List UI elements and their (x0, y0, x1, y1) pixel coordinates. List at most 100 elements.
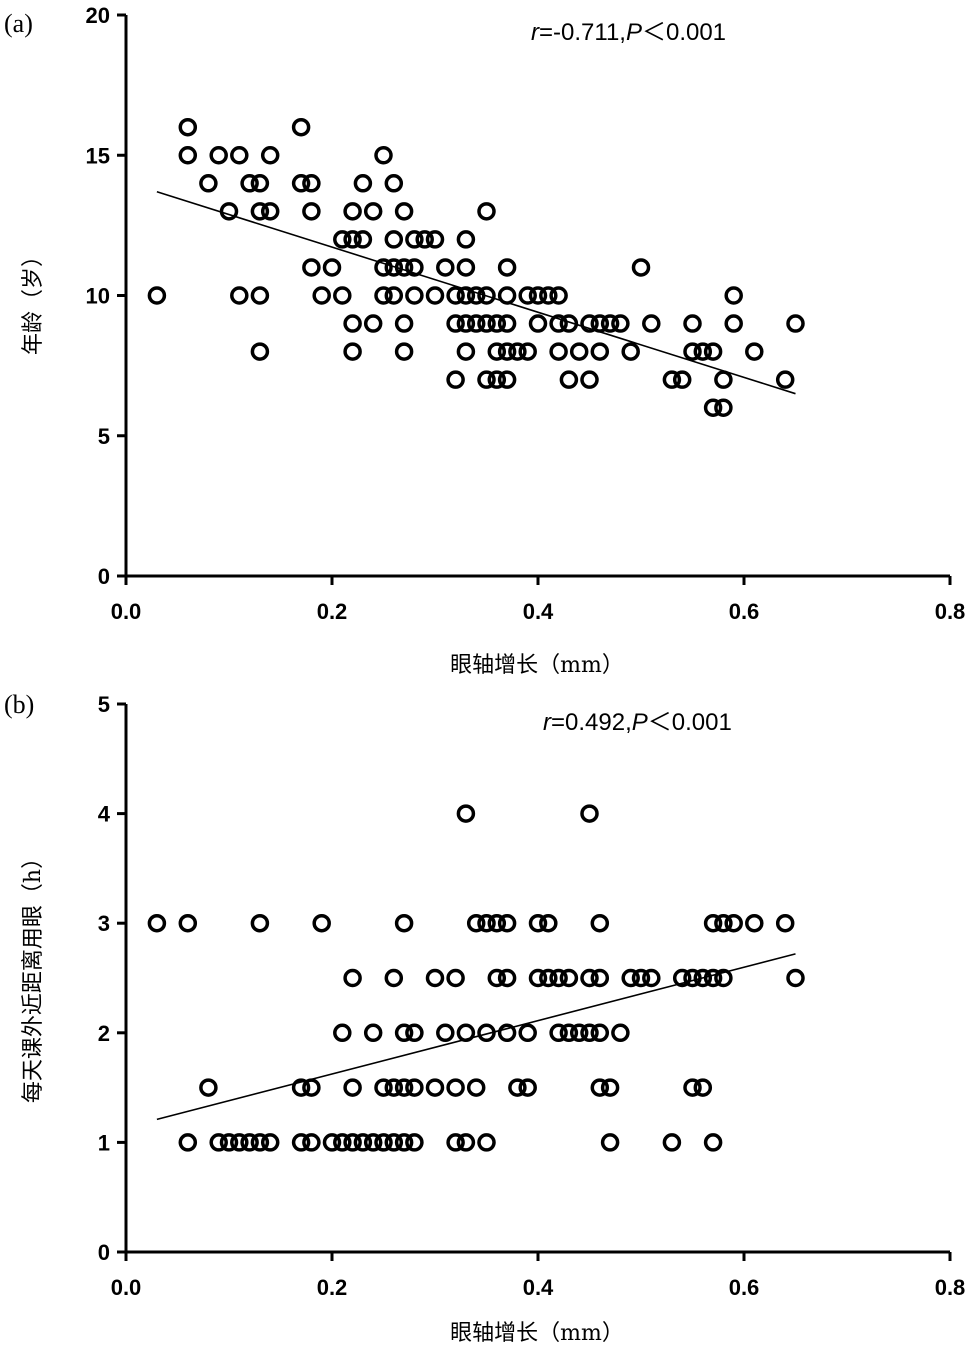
panel-b-point (477, 1133, 496, 1152)
panel-a-point (363, 202, 383, 221)
panel-b-point (456, 1023, 476, 1043)
panel-a-point (384, 174, 404, 193)
panel-b-point (394, 1078, 414, 1097)
panel-b-point (714, 913, 733, 933)
panel-b-point (178, 913, 198, 933)
panel-a-point (703, 398, 723, 417)
panel-b-point (302, 1078, 321, 1097)
panel-a-point (250, 286, 270, 305)
panel-a-point (549, 314, 568, 333)
panel-a-point (559, 370, 579, 389)
panel-a-point (580, 370, 599, 389)
panel-b-y-tick-label: 5 (98, 692, 110, 717)
panel-b-points (147, 804, 805, 1152)
panel-a-point (497, 258, 517, 277)
panel-a-point (497, 314, 517, 333)
panel-a-point (642, 314, 661, 333)
panel-a-point (343, 314, 362, 333)
panel-a-point (518, 286, 537, 305)
panel-b-point (775, 913, 795, 933)
panel-b-x-tick-label: 0.8 (935, 1275, 966, 1300)
panel-a-point (456, 258, 476, 277)
panel-b-point (508, 1078, 527, 1097)
panel-a-point (487, 342, 507, 361)
panel-b-stat-p: P (632, 709, 648, 736)
panel-a-point (487, 314, 507, 333)
panel-b-point (549, 1023, 568, 1043)
panel-a-point (322, 258, 342, 277)
panel-b-y-tick-label: 0 (98, 1240, 110, 1265)
panel-a-x-tick-label: 0.0 (111, 599, 142, 624)
panel-a-point (394, 314, 414, 333)
panel-b-point (590, 1023, 610, 1043)
panel-a-point (477, 370, 496, 389)
panel-b-point (343, 1078, 362, 1097)
panel-b-point (363, 1133, 383, 1152)
panel-a-x-title: 眼轴增长（mm） (450, 653, 624, 678)
panel-b-point (394, 1023, 414, 1043)
panel-b-point (580, 1023, 599, 1043)
panel-a-point (240, 174, 259, 193)
panel-a-point (343, 230, 362, 249)
panel-a-point (590, 342, 610, 361)
panel-a-point (302, 258, 321, 277)
panel-a-x-tick-label: 0.2 (317, 599, 348, 624)
panel-a-point (250, 202, 270, 221)
panel-a-points (147, 117, 805, 417)
panel-b-point (683, 1078, 702, 1097)
panel-a-point (302, 202, 321, 221)
panel-b-point (714, 968, 733, 988)
panel-b-point (611, 1023, 630, 1043)
panel-a-point (662, 370, 682, 389)
panel-a-point (477, 314, 496, 333)
panel-a-y-tick-label: 0 (98, 564, 110, 589)
panel-a-stat-r: r (531, 19, 540, 46)
panel-b-point (384, 1078, 404, 1097)
panel-b-y-tick-label: 4 (98, 802, 111, 827)
panel-b-point (672, 968, 692, 988)
panel-b-point (724, 913, 743, 933)
panel-b-point (487, 968, 507, 988)
panel-b-point (631, 968, 651, 988)
panel-b-point (497, 1023, 517, 1043)
panel-b-point (394, 1133, 414, 1152)
panel-a-point (786, 314, 805, 333)
panel-a-point (374, 258, 393, 277)
panel-a-y-title: 年龄（岁） (21, 245, 46, 355)
panel-a-point (611, 314, 630, 333)
panel-a-scatter: (a) r=-0.711,P＜0.001 0.0 0.2 0.4 0.6 0.8 0 5 10… (4, 3, 965, 678)
panel-a-point (446, 370, 465, 389)
panel-a-point (425, 286, 445, 305)
panel-b-y-title: 每天课外近距离用眼（h） (21, 847, 46, 1103)
panel-a-point (353, 230, 373, 249)
panel-a-point (333, 230, 352, 249)
panel-a-point (549, 286, 568, 305)
panel-b-ticks: 0.0 0.2 0.4 0.6 0.8 0 1 2 3 4 5 (98, 692, 966, 1300)
panel-b-stat-p-value: ＜0.001 (648, 709, 732, 736)
panel-a-point (343, 342, 362, 361)
panel-b-x-tick-label: 0.4 (523, 1275, 554, 1300)
panel-b-point (621, 968, 640, 988)
panel-a-stat: r=-0.711,P＜0.001 (531, 19, 726, 46)
panel-a-point (508, 342, 527, 361)
panel-b-point (466, 913, 486, 933)
panel-b-point (219, 1133, 239, 1152)
panel-a-point (394, 342, 414, 361)
panel-b-stat: r=0.492,P＜0.001 (543, 709, 732, 736)
panel-b-point (240, 1133, 259, 1152)
panel-a-point (343, 202, 362, 221)
panel-b-point (600, 1078, 620, 1097)
panel-b-scatter: (b) r=0.492,P＜0.001 0.0 0.2 0.4 0.6 0.8 0 1 2 3 4… (4, 690, 965, 1346)
panel-b-point (642, 968, 661, 988)
panel-a-point (446, 286, 465, 305)
panel-a-y-tick-label: 20 (86, 3, 110, 28)
panel-b-point (230, 1133, 249, 1152)
panel-a-x-tick-label: 0.6 (729, 599, 760, 624)
panel-b-x-tick-label: 0.2 (317, 1275, 348, 1300)
panel-b-point (569, 1023, 589, 1043)
panel-b-point (209, 1133, 228, 1152)
panel-a-point (353, 174, 373, 193)
panel-b-point (518, 1078, 537, 1097)
panel-a-point (291, 117, 311, 137)
panel-b-x-tick-label: 0.0 (111, 1275, 142, 1300)
